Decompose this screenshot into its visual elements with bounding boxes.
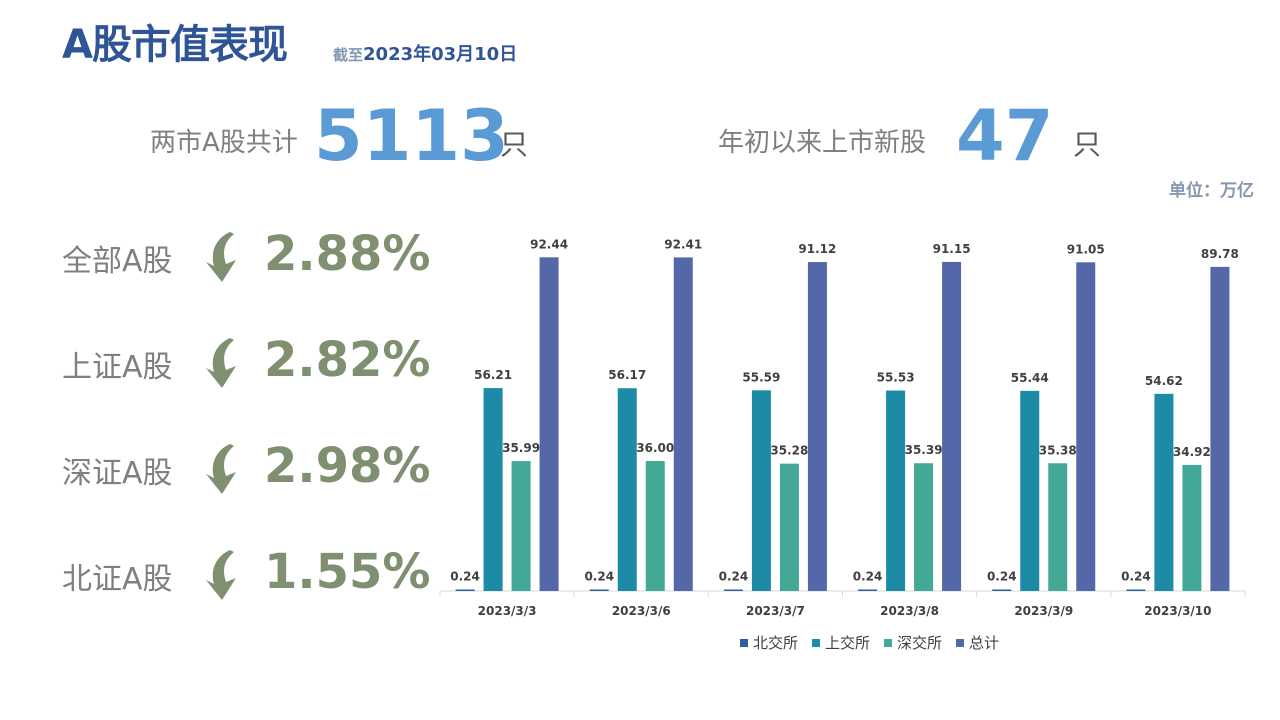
legend-item-sse: 上交所 [812, 632, 870, 653]
bar [886, 390, 906, 591]
legend-swatch [740, 638, 748, 647]
market-cap-bar-chart: 0.24 56.21 35.99 92.44 2023/3/3 0.24 56.17 36.0… [439, 237, 1246, 618]
legend-label: 北交所 [753, 634, 799, 652]
x-tick-label: 2023/3/9 [1014, 604, 1073, 618]
data-label: 0.24 [719, 570, 749, 584]
bar [751, 390, 771, 591]
metric-value: 2.82% [264, 332, 431, 388]
legend-label: 总计 [969, 634, 1000, 652]
data-label: 36.00 [636, 441, 674, 455]
metric-value: 1.55% [264, 544, 431, 600]
metric-label: 北证A股 [62, 562, 173, 597]
down-arrow-icon [206, 232, 236, 282]
bar [617, 388, 637, 591]
new-listings-label: 年初以来上市新股 [718, 128, 927, 158]
total-stocks-unit: 只 [500, 128, 529, 161]
bar [483, 388, 503, 591]
bar [539, 257, 559, 591]
chart-legend: 北交所 上交所 深交所 总计 [740, 632, 999, 653]
data-label: 56.17 [608, 368, 646, 382]
metric-label: 上证A股 [62, 350, 173, 385]
bar [914, 463, 934, 591]
data-label: 91.12 [798, 242, 836, 256]
data-label: 0.24 [853, 570, 883, 584]
data-label: 54.62 [1145, 374, 1183, 388]
legend-label: 深交所 [897, 634, 943, 652]
page-title: A股市值表现 [62, 22, 288, 68]
down-arrow-icon [206, 444, 236, 494]
bar [1182, 464, 1202, 591]
data-label: 56.21 [474, 368, 512, 382]
bar [1126, 589, 1146, 591]
data-label: 35.28 [770, 444, 808, 458]
data-label: 35.39 [905, 443, 943, 457]
bar [1048, 463, 1068, 591]
bar [942, 261, 962, 591]
bar [455, 589, 475, 591]
bar [807, 262, 827, 591]
data-label: 35.38 [1039, 443, 1077, 457]
metric-sz-a: 深证A股 2.98% [62, 438, 431, 500]
data-label: 0.24 [450, 570, 480, 584]
bar [992, 589, 1012, 591]
legend-swatch [956, 638, 965, 647]
metric-label: 全部A股 [62, 244, 173, 279]
bar [589, 589, 609, 591]
bar [723, 589, 743, 591]
data-label: 55.53 [877, 371, 915, 385]
new-listings-unit: 只 [1073, 128, 1102, 161]
data-label: 55.59 [742, 370, 780, 384]
bar [673, 257, 693, 591]
legend-swatch [812, 638, 821, 647]
metric-all-a: 全部A股 2.88% [62, 226, 431, 288]
bar [1076, 262, 1096, 591]
data-label: 91.15 [933, 242, 971, 256]
legend-item-total: 总计 [956, 632, 999, 653]
x-tick-label: 2023/3/7 [746, 604, 805, 618]
data-label: 92.44 [530, 237, 568, 251]
bar [1020, 390, 1040, 591]
data-label: 89.78 [1201, 247, 1239, 261]
total-stocks-value: 5113 [314, 95, 509, 177]
legend-label: 上交所 [825, 634, 871, 652]
down-arrow-icon [206, 338, 236, 388]
as-of-date-value: 2023年03月10日 [363, 44, 518, 65]
legend-item-szse: 深交所 [884, 632, 942, 653]
data-label: 0.24 [987, 570, 1017, 584]
data-label: 0.24 [584, 570, 614, 584]
as-of-prefix: 截至 [333, 46, 364, 64]
data-label: 55.44 [1011, 371, 1049, 385]
bar [511, 461, 531, 591]
down-arrow-icon [206, 550, 236, 600]
data-label: 91.05 [1067, 242, 1105, 256]
bar [779, 463, 799, 591]
bar [1154, 393, 1174, 591]
metric-label: 深证A股 [62, 456, 173, 491]
x-tick-label: 2023/3/6 [612, 604, 671, 618]
data-label: 34.92 [1173, 445, 1211, 459]
legend-item-bse: 北交所 [740, 632, 798, 653]
unit-note: 单位：万亿 [1169, 181, 1254, 201]
metric-bj-a: 北证A股 1.55% [62, 544, 431, 606]
x-tick-label: 2023/3/10 [1144, 604, 1211, 618]
x-tick-label: 2023/3/3 [478, 604, 537, 618]
data-label: 92.41 [664, 237, 702, 251]
legend-swatch [884, 638, 893, 647]
bar [645, 461, 665, 591]
as-of-date: 截至2023年03月10日 [333, 40, 517, 66]
data-label: 35.99 [502, 441, 540, 455]
bar [858, 589, 878, 591]
metric-value: 2.98% [264, 438, 431, 494]
metric-value: 2.88% [264, 226, 431, 282]
new-listings-value: 47 [956, 95, 1054, 177]
bar [1210, 266, 1230, 591]
metric-sh-a: 上证A股 2.82% [62, 332, 431, 394]
total-stocks-label: 两市A股共计 [150, 128, 298, 158]
x-tick-label: 2023/3/8 [880, 604, 939, 618]
data-label: 0.24 [1121, 570, 1151, 584]
